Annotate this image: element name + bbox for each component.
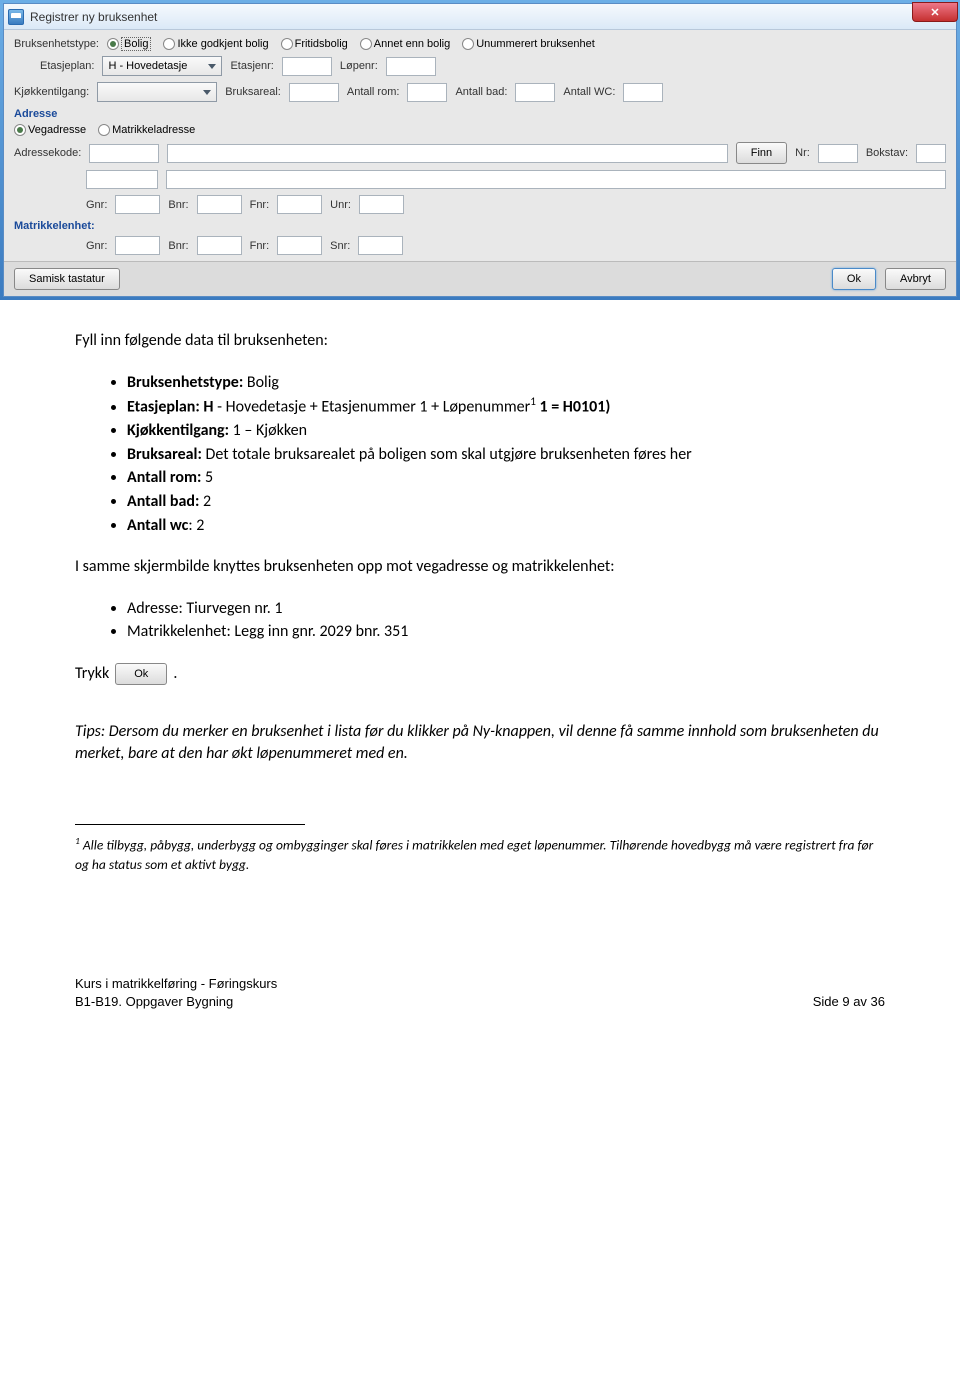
trykk-prefix: Trykk bbox=[75, 663, 109, 685]
adresse-title: Adresse bbox=[14, 108, 946, 120]
window-title: Registrer ny bruksenhet bbox=[30, 10, 157, 24]
antallrom-label: Antall rom: bbox=[347, 86, 400, 98]
etasjenr-input[interactable] bbox=[282, 57, 332, 76]
bnr-input-2[interactable] bbox=[197, 236, 242, 255]
close-icon: ✕ bbox=[930, 6, 939, 19]
matrikkel-title: Matrikkelenhet: bbox=[14, 220, 946, 232]
etasje-row: Etasjeplan: H - Hovedetasje Etasjenr: Lø… bbox=[14, 56, 946, 76]
list-item: Etasjeplan: H - Hovedetasje + Etasjenumm… bbox=[127, 395, 885, 418]
unr-label: Unr: bbox=[330, 199, 351, 211]
adresse-extra-input[interactable] bbox=[86, 170, 158, 189]
unr-input[interactable] bbox=[359, 195, 404, 214]
radio-vegadresse[interactable]: Vegadresse bbox=[14, 124, 90, 136]
footer-right: Side 9 av 36 bbox=[813, 993, 885, 1011]
dialog-body: Bruksenhetstype: Bolig Ikke godkjent bol… bbox=[4, 30, 956, 261]
list-item: Bruksareal: Det totale bruksarealet på b… bbox=[127, 444, 885, 466]
radio-matrikkeladresse[interactable]: Matrikkeladresse bbox=[98, 124, 199, 136]
trykk-suffix: . bbox=[173, 663, 177, 685]
fnr-label-1: Fnr: bbox=[250, 199, 270, 211]
footnote-rule bbox=[75, 824, 305, 825]
adresse-extra2-input[interactable] bbox=[166, 170, 946, 189]
footer-line-1: Kurs i matrikkelføring - Føringskurs bbox=[75, 975, 885, 993]
bokstav-input[interactable] bbox=[916, 144, 946, 163]
ok-button[interactable]: Ok bbox=[832, 268, 876, 290]
footer-left: B1-B19. Oppgaver Bygning bbox=[75, 993, 233, 1011]
bokstav-label: Bokstav: bbox=[866, 147, 908, 159]
antallwc-input[interactable] bbox=[623, 83, 663, 102]
dialog-screenshot: Registrer ny bruksenhet ✕ Bruksenhetstyp… bbox=[0, 0, 960, 300]
snr-input[interactable] bbox=[358, 236, 403, 255]
para-1: I samme skjermbilde knyttes bruksenheten… bbox=[75, 556, 885, 578]
kjokken-row: Kjøkkentilgang: Bruksareal: Antall rom: … bbox=[14, 82, 946, 102]
tips-paragraph: Tips: Dersom du merker en bruksenhet i l… bbox=[75, 721, 885, 764]
list-item: Kjøkkentilgang: 1 – Kjøkken bbox=[127, 420, 885, 442]
trykk-row: Trykk Ok. bbox=[75, 663, 885, 685]
bruksareal-input[interactable] bbox=[289, 83, 339, 102]
gnr-label-1: Gnr: bbox=[86, 199, 107, 211]
list-item: Adresse: Tiurvegen nr. 1 bbox=[127, 598, 885, 620]
avbryt-button[interactable]: Avbryt bbox=[885, 268, 946, 290]
etasjenr-label: Etasjenr: bbox=[230, 60, 273, 72]
fnr-input-2[interactable] bbox=[277, 236, 322, 255]
fnr-input-1[interactable] bbox=[277, 195, 322, 214]
ok-button-image: Ok bbox=[115, 663, 167, 685]
lopenr-input[interactable] bbox=[386, 57, 436, 76]
lopenr-label: Løpenr: bbox=[340, 60, 378, 72]
footer-right-buttons: Ok Avbryt bbox=[832, 268, 946, 290]
nr-label: Nr: bbox=[795, 147, 810, 159]
antallbad-label: Antall bad: bbox=[455, 86, 507, 98]
data-list-2: Adresse: Tiurvegen nr. 1 Matrikkelenhet:… bbox=[127, 598, 885, 643]
radio-annet[interactable]: Annet enn bolig bbox=[360, 38, 454, 50]
fnr-label-2: Fnr: bbox=[250, 240, 270, 252]
footnote: 1 Alle tilbygg, påbygg, underbygg og omb… bbox=[75, 835, 885, 874]
dialog-footer: Samisk tastatur Ok Avbryt bbox=[4, 261, 956, 296]
list-item: Matrikkelenhet: Legg inn gnr. 2029 bnr. … bbox=[127, 621, 885, 643]
window-icon bbox=[8, 9, 24, 25]
list-item: Antall wc: 2 bbox=[127, 515, 885, 537]
gnr-input-1[interactable] bbox=[115, 195, 160, 214]
data-list-1: Bruksenhetstype: Bolig Etasjeplan: H - H… bbox=[127, 372, 885, 536]
adressetype-row: Vegadresse Matrikkeladresse bbox=[14, 124, 946, 136]
gnr-row-1: Gnr: Bnr: Fnr: Unr: bbox=[86, 195, 946, 214]
samisk-button[interactable]: Samisk tastatur bbox=[14, 268, 120, 290]
type-label: Bruksenhetstype: bbox=[14, 38, 99, 50]
antallwc-label: Antall WC: bbox=[563, 86, 615, 98]
antallrom-input[interactable] bbox=[407, 83, 447, 102]
kjokken-combo[interactable] bbox=[97, 82, 217, 102]
gnr-label-2: Gnr: bbox=[86, 240, 107, 252]
adressekode-input[interactable] bbox=[89, 144, 159, 163]
etasjeplan-combo[interactable]: H - Hovedetasje bbox=[102, 56, 222, 76]
antallbad-input[interactable] bbox=[515, 83, 555, 102]
finn-button[interactable]: Finn bbox=[736, 142, 787, 164]
radio-bolig[interactable]: Bolig bbox=[107, 38, 155, 50]
etasjeplan-label: Etasjeplan: bbox=[40, 60, 94, 72]
bnr-input-1[interactable] bbox=[197, 195, 242, 214]
document-content: Fyll inn følgende data til bruksenheten:… bbox=[0, 330, 960, 874]
nr-input[interactable] bbox=[818, 144, 858, 163]
gnr-input-2[interactable] bbox=[115, 236, 160, 255]
radio-unummerert[interactable]: Unummerert bruksenhet bbox=[462, 38, 599, 50]
kjokken-label: Kjøkkentilgang: bbox=[14, 86, 89, 98]
type-row: Bruksenhetstype: Bolig Ikke godkjent bol… bbox=[14, 38, 946, 50]
radio-ikke-godkjent[interactable]: Ikke godkjent bolig bbox=[163, 38, 272, 50]
dialog-window: Registrer ny bruksenhet ✕ Bruksenhetstyp… bbox=[3, 3, 957, 297]
adressenavn-input[interactable] bbox=[167, 144, 727, 163]
page-footer: Kurs i matrikkelføring - Føringskurs B1-… bbox=[0, 975, 960, 1031]
list-item: Antall rom: 5 bbox=[127, 467, 885, 489]
adresse-meta-row bbox=[14, 170, 946, 189]
bnr-label-1: Bnr: bbox=[168, 199, 188, 211]
adressekode-row: Adressekode: Finn Nr: Bokstav: bbox=[14, 142, 946, 164]
footer-line-2: B1-B19. Oppgaver Bygning Side 9 av 36 bbox=[75, 993, 885, 1011]
list-item: Antall bad: 2 bbox=[127, 491, 885, 513]
gnr-row-2: Gnr: Bnr: Fnr: Snr: bbox=[86, 236, 946, 255]
heading: Fyll inn følgende data til bruksenheten: bbox=[75, 330, 885, 352]
close-button[interactable]: ✕ bbox=[912, 2, 958, 22]
titlebar: Registrer ny bruksenhet ✕ bbox=[4, 4, 956, 30]
bnr-label-2: Bnr: bbox=[168, 240, 188, 252]
bruksareal-label: Bruksareal: bbox=[225, 86, 281, 98]
list-item: Bruksenhetstype: Bolig bbox=[127, 372, 885, 394]
snr-label: Snr: bbox=[330, 240, 350, 252]
adressekode-label: Adressekode: bbox=[14, 147, 81, 159]
radio-fritidsbolig[interactable]: Fritidsbolig bbox=[281, 38, 352, 50]
